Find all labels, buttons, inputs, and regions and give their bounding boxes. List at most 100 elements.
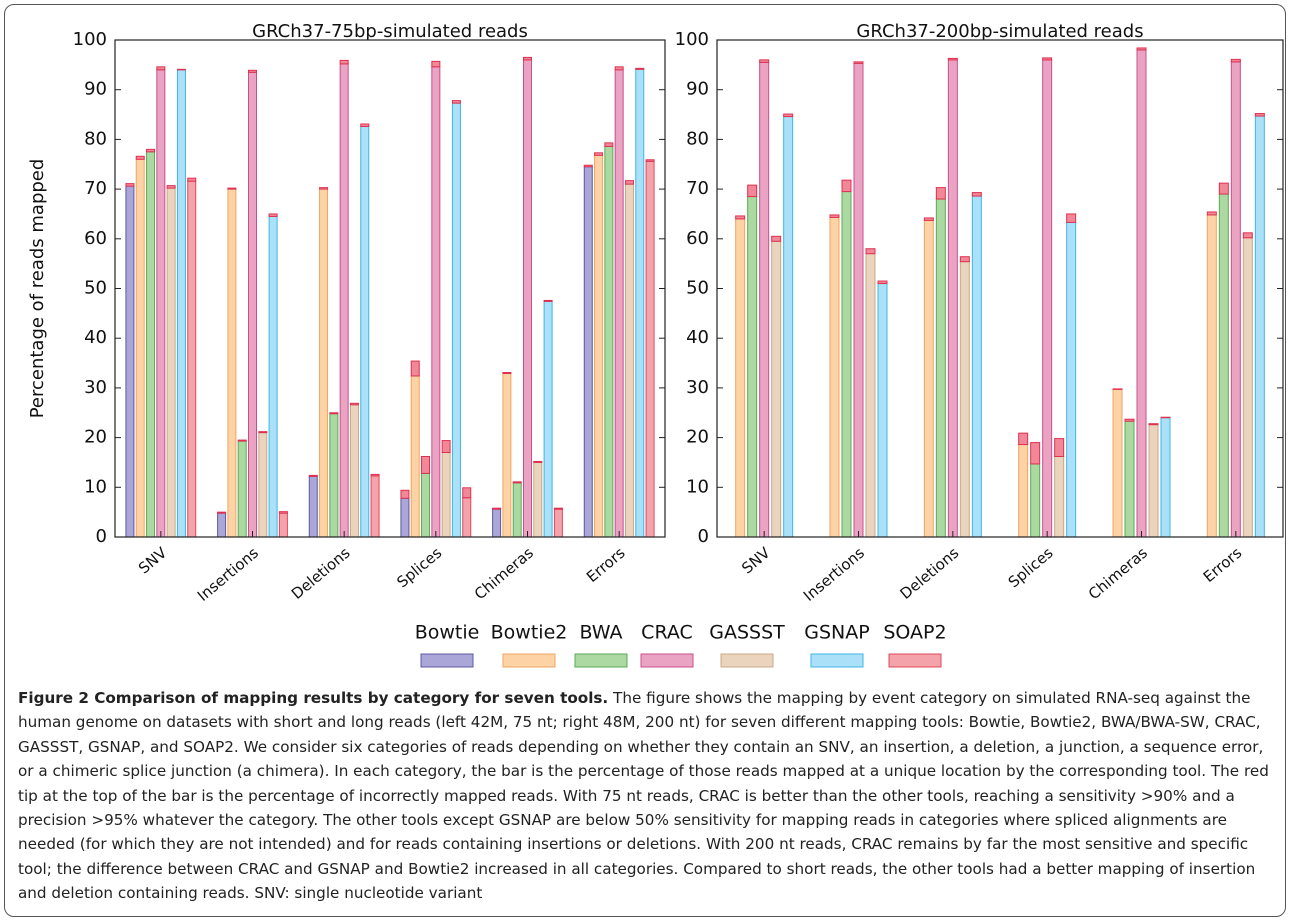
bar [1030,463,1041,538]
bar-error-tip [829,214,840,218]
bar-error-tip [594,152,604,156]
legend-swatch [502,653,556,668]
y-tick-label: 20 [686,427,709,448]
y-tick-label: 10 [84,476,107,497]
x-tick-label: Splices [393,544,445,592]
bar-error-tip [308,474,318,477]
bar [248,71,257,538]
bar [308,475,318,538]
bar-error-tip [400,489,410,499]
bar-error-tip [360,123,370,127]
bar-error-tip [135,155,145,160]
bar [431,66,441,538]
legend-label: CRAC [641,622,693,644]
bar-error-tip [248,69,257,73]
bar [1254,115,1265,538]
bar [166,187,176,538]
y-axis-label: Percentage of reads mapped [27,159,48,419]
bar [125,185,135,538]
legend-label: Bowtie2 [491,622,568,644]
bar [187,180,197,538]
x-tick-label: Errors [583,544,629,586]
bar [935,198,946,538]
legend-label: GASSST [709,622,785,644]
bar [959,261,970,538]
bar-error-tip [735,215,746,220]
bar-error-tip [1030,442,1041,465]
bar [923,219,934,538]
bar-error-tip [841,179,852,193]
x-tick-label: Deletions [897,544,963,603]
bar-error-tip [421,455,431,474]
legend-swatch [888,653,942,668]
y-tick-label: 80 [686,128,709,149]
bar-error-tip [1242,232,1253,239]
y-tick-label: 0 [698,526,709,547]
bar [217,512,227,538]
y-tick-label: 60 [686,228,709,249]
caption-text: The figure shows the mapping by event ca… [18,689,1269,903]
bar-error-tip [349,402,359,406]
bar-error-tip [635,67,645,70]
bar-error-tip [771,235,782,242]
y-tick-label: 20 [84,427,107,448]
chart-title: GRCh37-200bp-simulated reads [856,21,1143,42]
bar-error-tip [1124,418,1135,422]
bar [624,183,634,538]
bar [1136,49,1147,538]
bar [156,69,166,538]
bar [1160,417,1171,538]
bar-error-tip [853,61,864,64]
bar [176,69,186,538]
y-tick-label: 50 [686,278,709,299]
bar-error-tip [1218,182,1229,195]
y-tick-label: 90 [686,79,709,100]
bar-error-tip [502,371,512,374]
caption-label: Figure 2 Comparison of mapping results b… [18,689,609,707]
y-tick-label: 100 [675,29,709,50]
y-tick-label: 70 [686,178,709,199]
x-tick-label: Splices [1005,544,1057,592]
bar [594,154,604,538]
figure-frame [4,4,1286,917]
bar-error-tip [1066,213,1077,223]
bar [771,240,782,538]
bar [135,158,145,538]
legend-label: Bowtie [415,622,480,644]
bar [1124,420,1135,538]
bar [829,216,840,538]
bar [462,497,472,538]
x-tick-label: Deletions [288,544,354,603]
bar [410,375,420,538]
bar [512,482,522,538]
bar-error-tip [217,511,227,514]
bar [1218,193,1229,538]
bar-error-tip [410,360,420,377]
bar [146,151,156,538]
legend-swatch [420,653,474,668]
x-tick-label: Errors [1200,544,1246,586]
bar [877,283,888,538]
bar [258,432,268,538]
bar-error-tip [329,412,339,415]
bar-error-tip [923,217,934,221]
x-tick-label: SNV [135,543,171,577]
bar-error-tip [543,299,553,302]
bar [553,508,563,538]
y-tick-label: 90 [84,79,107,100]
y-tick-label: 30 [686,377,709,398]
bar [735,218,746,538]
bar-error-tip [614,66,624,71]
bar [360,125,370,538]
bar [349,404,359,538]
bar [747,196,758,538]
caption: Figure 2 Comparison of mapping results b… [18,686,1280,906]
y-tick-label: 10 [686,476,709,497]
bar [502,372,512,538]
bar [329,413,339,538]
bar-error-tip [747,184,758,198]
bar-error-tip [877,280,888,285]
x-tick-label: SNV [738,543,774,577]
bar [635,68,645,538]
x-tick-label: Insertions [194,544,262,605]
